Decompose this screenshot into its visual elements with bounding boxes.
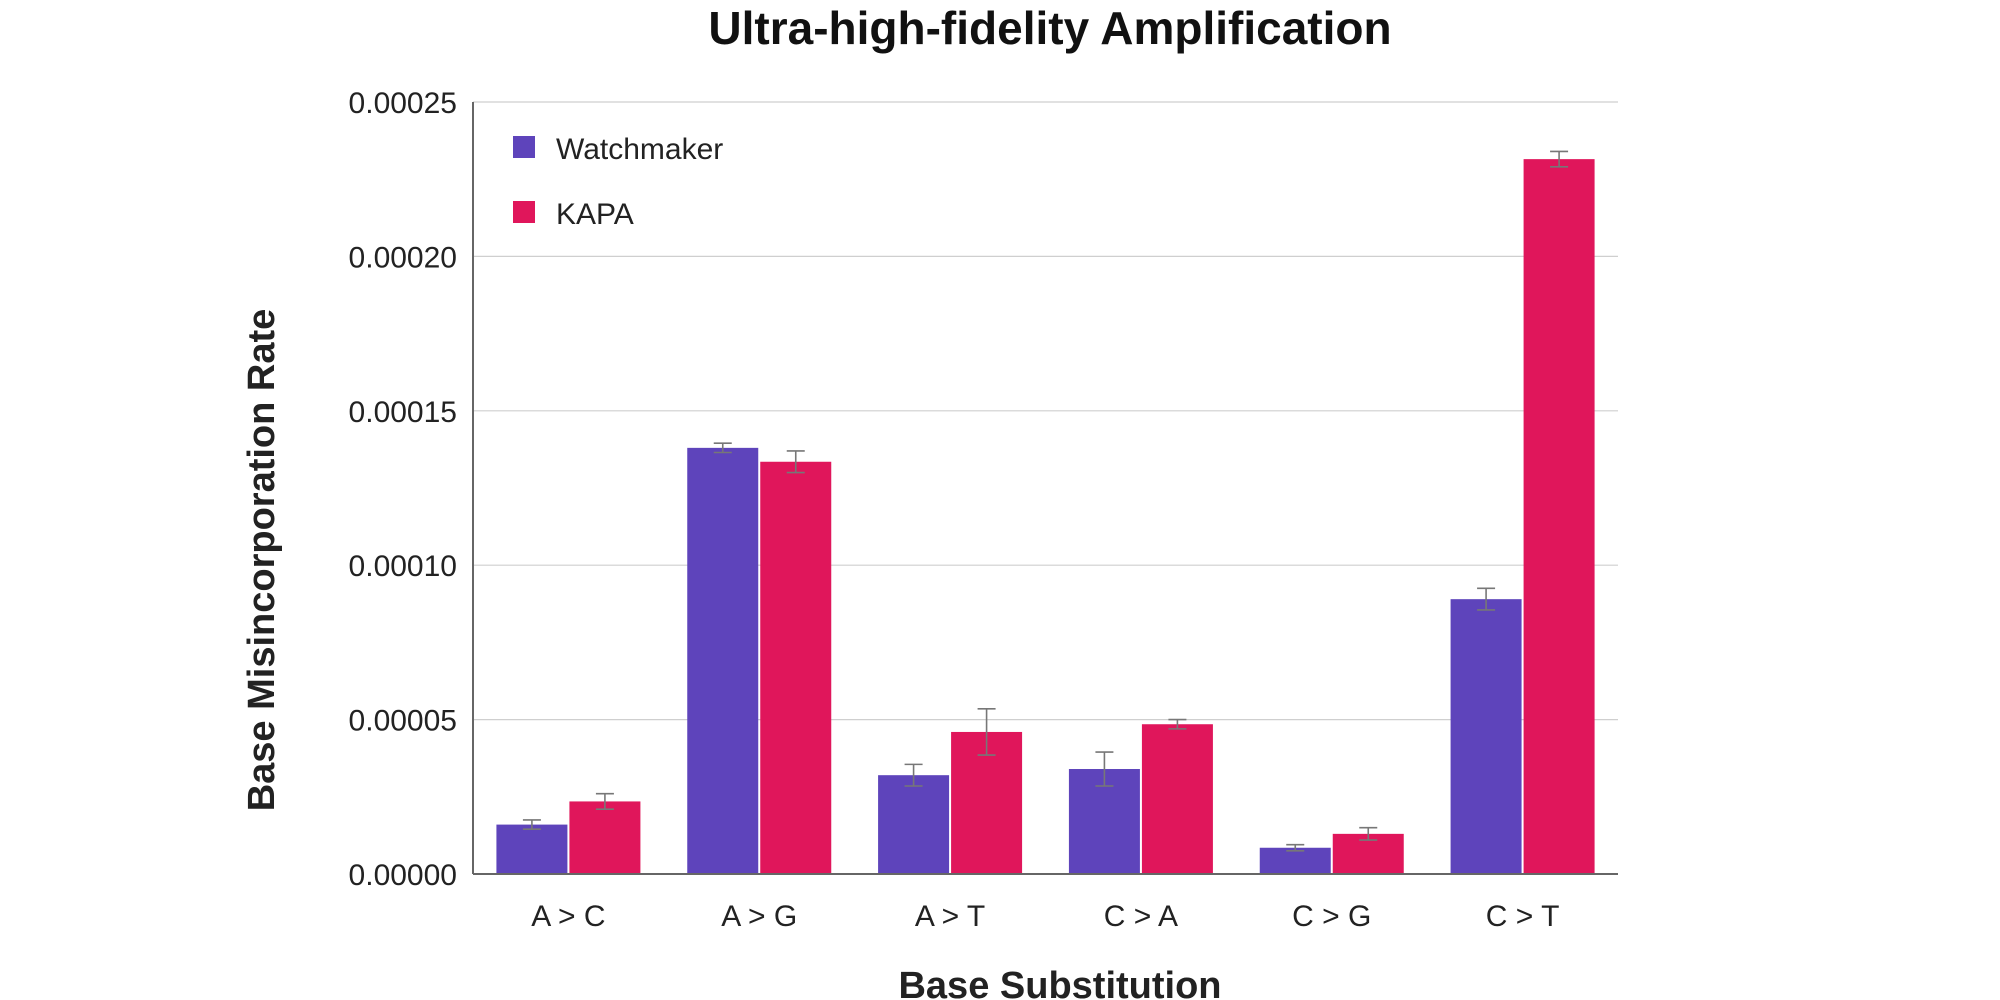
- legend-label-watchmaker: Watchmaker: [556, 133, 723, 166]
- x-tick-label: C > G: [1292, 900, 1371, 933]
- x-axis-ticks: A > C A > G A > T C > A C > G C > T: [531, 900, 1559, 933]
- bar-kapa-1: [760, 461, 832, 874]
- y-axis-ticks: 0.00000 0.00005 0.00010 0.00015 0.00020 0.000…: [349, 87, 457, 892]
- error-bars: [522, 150, 1569, 852]
- y-axis-title: Base Misincorporation Rate: [241, 309, 283, 812]
- bar-watchmaker-0: [496, 824, 568, 874]
- legend-swatch-kapa: [513, 201, 535, 223]
- x-axis-title: Base Substitution: [898, 965, 1221, 1000]
- chart-title: Ultra-high-fidelity Amplification: [708, 2, 1391, 54]
- bar-watchmaker-5: [1450, 599, 1522, 874]
- legend-swatch-watchmaker: [513, 136, 535, 158]
- bar-kapa-0: [569, 801, 641, 874]
- bar-watchmaker-4: [1259, 847, 1331, 874]
- bar-watchmaker-1: [687, 447, 759, 874]
- bar-watchmaker-2: [878, 775, 950, 874]
- x-tick-label: A > G: [721, 900, 797, 933]
- y-tick-label: 0.00000: [349, 859, 457, 892]
- legend-label-kapa: KAPA: [556, 198, 634, 231]
- bar-kapa-3: [1141, 724, 1213, 874]
- x-tick-label: A > C: [531, 900, 605, 933]
- y-tick-label: 0.00020: [349, 241, 457, 274]
- x-tick-label: C > T: [1486, 900, 1560, 933]
- y-tick-label: 0.00015: [349, 396, 457, 429]
- bars: [496, 159, 1595, 875]
- y-tick-label: 0.00010: [349, 550, 457, 583]
- x-tick-label: A > T: [915, 900, 985, 933]
- y-tick-label: 0.00025: [349, 87, 457, 120]
- bar-kapa-5: [1523, 159, 1595, 875]
- gridlines: [473, 101, 1618, 721]
- x-tick-label: C > A: [1104, 900, 1178, 933]
- y-tick-label: 0.00005: [349, 705, 457, 738]
- legend: Watchmaker KAPA: [513, 133, 723, 231]
